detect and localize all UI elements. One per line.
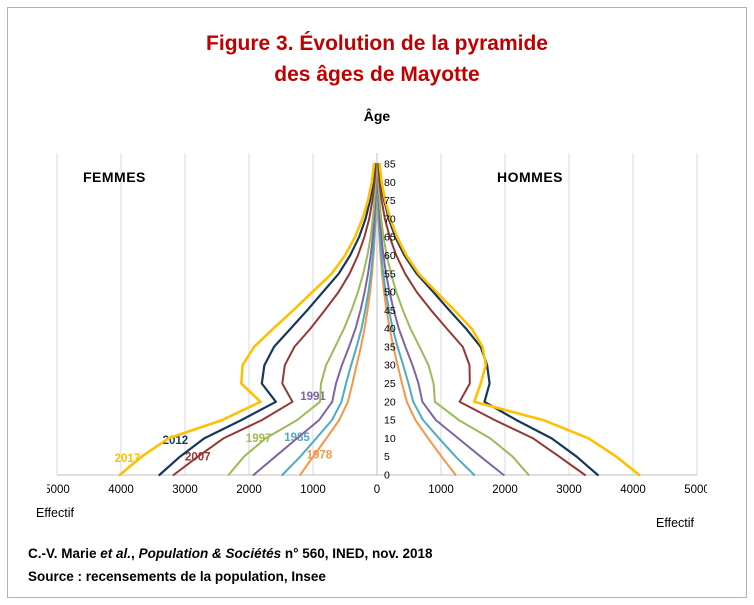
x-tick-label: 1000 <box>428 484 454 496</box>
series-2017-hommes <box>378 162 641 477</box>
age-tick-label: 45 <box>384 305 396 317</box>
femmes-label: FEMMES <box>83 169 146 185</box>
x-tick-label: 5000 <box>47 484 70 496</box>
series-2012-femmes <box>158 162 377 477</box>
age-tick-label: 30 <box>384 360 396 372</box>
series-1985-femmes <box>281 163 378 476</box>
x-tick-label: 1000 <box>300 484 326 496</box>
x-tick-label: 2000 <box>236 484 262 496</box>
age-tick-label: 35 <box>384 341 396 353</box>
age-axis-title: Âge <box>363 108 391 124</box>
x-tick-label: 3000 <box>556 484 582 496</box>
caption-source: Source : recensements de la population, … <box>28 569 326 584</box>
age-tick-label: 25 <box>384 378 396 390</box>
age-tick-label: 40 <box>384 323 396 335</box>
age-tick-label: 85 <box>384 158 396 170</box>
caption-authors: C.-V. Marie <box>28 546 101 561</box>
age-tick-label: 50 <box>384 287 396 299</box>
x-tick-label: 4000 <box>108 484 134 496</box>
x-tick-label: 5000 <box>684 484 707 496</box>
series-2007-hommes <box>377 163 586 476</box>
x-tick-label: 2000 <box>492 484 518 496</box>
x-tick-label: 0 <box>374 484 380 496</box>
age-tick-label: 60 <box>384 250 396 262</box>
hommes-label: HOMMES <box>497 169 563 185</box>
age-tick-label: 70 <box>384 213 396 225</box>
figure-title-line1: Figure 3. Évolution de la pyramide <box>206 32 548 55</box>
series-1985-hommes <box>376 163 476 476</box>
series-2007-femmes <box>172 163 377 476</box>
series-1991-femmes <box>252 163 378 476</box>
series-label-1997: 1997 <box>246 433 272 445</box>
age-tick-label: 0 <box>384 470 390 482</box>
x-axis-title-right: Effectif <box>656 516 694 530</box>
age-tick-label: 75 <box>384 195 396 207</box>
x-tick-label: 4000 <box>620 484 646 496</box>
series-label-1978: 1978 <box>307 450 333 462</box>
age-tick-label: 80 <box>384 177 396 189</box>
series-2017-femmes <box>118 162 376 477</box>
figure-title-line2: des âges de Mayotte <box>274 63 480 86</box>
caption-ref: n° 560, INED, nov. 2018 <box>281 546 433 561</box>
series-label-1991: 1991 <box>300 391 326 403</box>
pyramid-chart: FEMMES HOMMES 5000 4000 3000 2000 1000 0 1000 2… <box>44 145 710 505</box>
figure-title: Figure 3. Évolution de la pyramide des â… <box>0 28 754 90</box>
age-tick-label: 55 <box>384 268 396 280</box>
caption-journal: Population & Sociétés <box>138 546 282 561</box>
series-1997-hommes <box>376 163 530 476</box>
series-1991-hommes <box>376 163 505 476</box>
age-tick-label: 5 <box>384 451 390 463</box>
caption-etal: et al. <box>100 546 132 561</box>
caption-line1: C.-V. Marie et al., Population & Société… <box>28 542 433 565</box>
figure-caption: C.-V. Marie et al., Population & Société… <box>28 542 433 588</box>
caption-sep: , <box>131 546 139 561</box>
age-tick-label: 10 <box>384 433 396 445</box>
pyramid-plot: 5000 4000 3000 2000 1000 0 1000 2000 3000 4000 500… <box>44 153 710 496</box>
x-tick-label: 3000 <box>172 484 198 496</box>
series-1997-femmes <box>227 163 378 476</box>
x-axis-title-left: Effectif <box>36 506 74 520</box>
age-tick-label: 20 <box>384 396 396 408</box>
age-tick-label: 15 <box>384 415 396 427</box>
series-2012-hommes <box>377 162 599 477</box>
series-label-2007: 2007 <box>185 451 211 463</box>
age-tick-label: 65 <box>384 232 396 244</box>
series-label-2017: 2017 <box>115 453 141 465</box>
